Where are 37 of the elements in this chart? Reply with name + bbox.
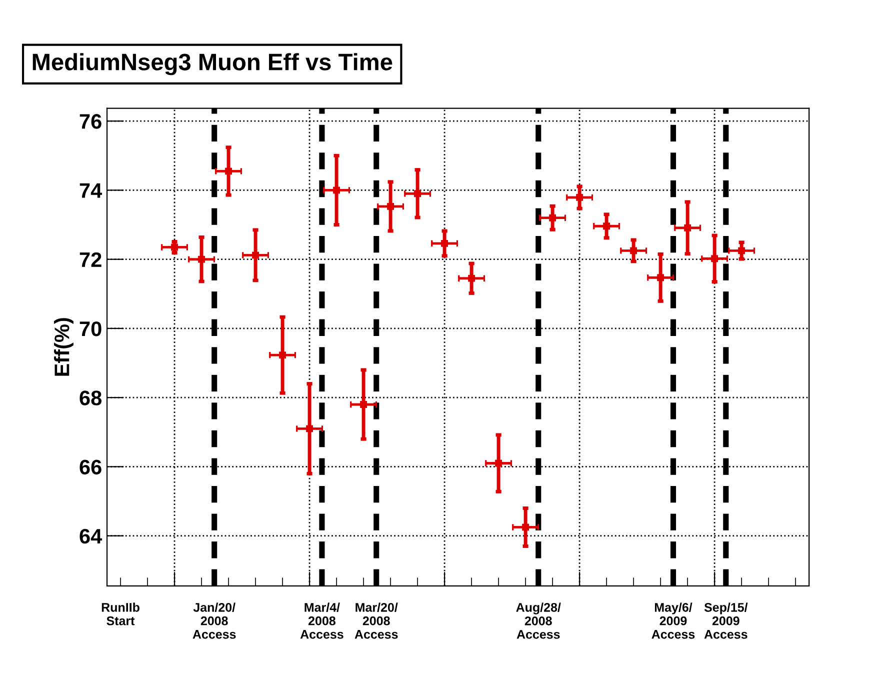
point [198, 256, 205, 263]
point [414, 190, 422, 198]
y-tick-label: 66 [80, 460, 102, 474]
point [738, 247, 746, 254]
point [522, 524, 530, 531]
y-tick-label: 74 [80, 183, 102, 198]
text: Sep/15/ 2009 Access [704, 602, 748, 639]
point [252, 252, 259, 259]
point [495, 460, 502, 467]
text: May/6/ 2009 Access [652, 602, 695, 639]
text: Mar/4/ 2008 Access [300, 602, 344, 639]
point [279, 352, 286, 359]
point [387, 202, 394, 210]
y-tick-label: 72 [80, 252, 102, 267]
text: Jan/20/ 2008 Access [192, 602, 236, 639]
y-tick-label: 64 [80, 528, 102, 544]
point [306, 425, 313, 432]
point [468, 274, 476, 282]
point [576, 194, 584, 201]
point [657, 274, 664, 282]
y-tick-label: 70 [80, 321, 102, 336]
point [360, 401, 368, 408]
text: RunIIb Start [102, 602, 140, 626]
y-tick-label: 68 [80, 390, 102, 406]
text: Aug/28/ 2008 Access [516, 602, 561, 639]
point [711, 255, 718, 262]
point [441, 240, 448, 247]
chart-title: MediumNseg3 Muon Eff vs Time [32, 53, 392, 76]
point [549, 214, 556, 222]
point [225, 168, 232, 175]
point [630, 247, 638, 254]
point [603, 222, 610, 230]
y-axis-title: Eff(%) [54, 318, 74, 376]
y-tick-label: 76 [80, 114, 102, 129]
point [333, 186, 340, 194]
point [684, 224, 692, 232]
text: Mar/20/ 2008 Access [354, 602, 398, 639]
